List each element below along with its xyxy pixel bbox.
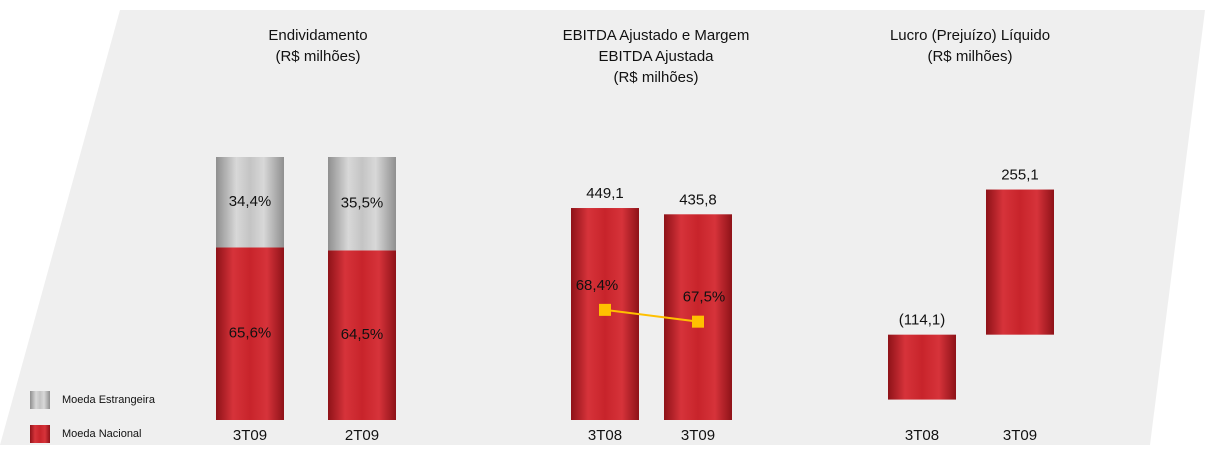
line-value-label: 67,5% [683,289,726,306]
legend-swatch [30,391,50,409]
legend-label: Moeda Estrangeira [62,394,156,406]
value-label: 35,5% [341,195,384,212]
line-marker [599,303,611,316]
chart-title: (R$ milhões) [613,69,698,86]
chart-title: EBITDA Ajustada [598,48,714,65]
value-label: 34,4% [229,193,272,210]
bar [888,334,956,400]
bar [986,189,1054,335]
chart-title: Lucro (Prejuízo) Líquido [890,27,1050,44]
value-label: 65,6% [229,325,272,342]
line-value-label: 68,4% [576,277,619,294]
chart-title: (R$ milhões) [927,48,1012,65]
legend-label: Moeda Nacional [62,428,142,440]
bar-segment [216,247,284,420]
chart-title: (R$ milhões) [275,48,360,65]
line-marker [692,315,704,328]
x-tick-label: 3T08 [588,427,622,444]
bar-segment [216,157,284,248]
legend-swatch [30,425,50,443]
value-label: 64,5% [341,326,384,343]
x-tick-label: 2T09 [345,427,379,444]
value-label: 255,1 [1001,167,1039,184]
value-label: (114,1) [899,312,945,329]
x-tick-label: 3T09 [1003,427,1037,444]
chart-title: EBITDA Ajustado e Margem [563,27,750,44]
x-tick-label: 3T08 [905,427,939,444]
value-label: 449,1 [586,185,624,202]
x-tick-label: 3T09 [681,427,715,444]
value-label: 435,8 [679,191,717,208]
chart-title: Endividamento [268,27,367,44]
line [604,308,699,323]
x-tick-label: 3T09 [233,427,267,444]
bar-segment [328,250,396,420]
bar-segment [328,157,396,251]
